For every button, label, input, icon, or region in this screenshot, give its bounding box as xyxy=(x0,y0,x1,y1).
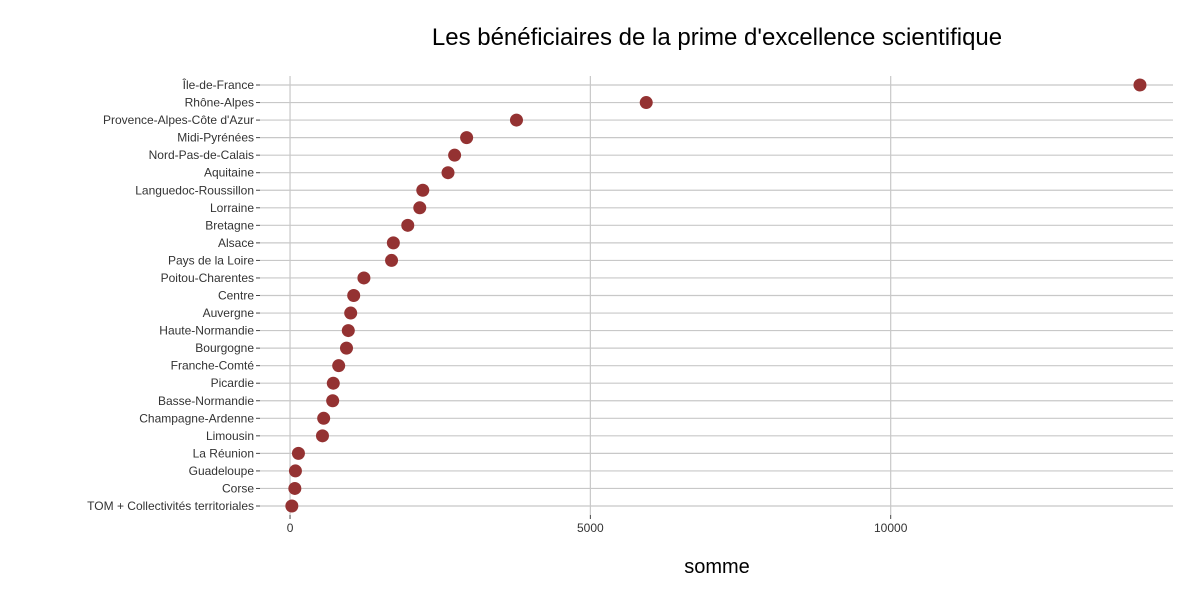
data-point xyxy=(285,499,299,513)
category-label: Guadeloupe xyxy=(189,464,255,478)
grid-layer xyxy=(260,76,1173,515)
category-label: TOM + Collectivités territoriales xyxy=(87,499,254,513)
data-point xyxy=(347,289,361,302)
category-label: Rhône-Alpes xyxy=(185,96,254,110)
data-point xyxy=(326,394,340,408)
data-points xyxy=(285,78,1147,513)
category-label: Île-de-France xyxy=(182,77,255,92)
category-label: Basse-Normandie xyxy=(158,394,254,408)
data-point xyxy=(288,481,302,495)
data-point xyxy=(441,166,455,180)
category-label: Midi-Pyrénées xyxy=(177,131,254,145)
category-label: Corse xyxy=(222,481,254,495)
category-label: Alsace xyxy=(218,236,254,250)
category-label: Languedoc-Roussillon xyxy=(135,183,254,197)
category-label: Poitou-Charentes xyxy=(161,271,254,285)
category-label: Lorraine xyxy=(210,201,254,215)
data-point xyxy=(386,236,400,250)
data-point xyxy=(385,253,399,267)
data-point xyxy=(341,324,355,338)
category-label: Limousin xyxy=(206,429,254,443)
data-point xyxy=(339,341,353,355)
data-point xyxy=(317,411,331,425)
category-label: La Réunion xyxy=(193,446,254,460)
data-point xyxy=(401,218,415,232)
category-label: Bourgogne xyxy=(195,341,254,355)
chart-title: Les bénéficiaires de la prime d'excellen… xyxy=(432,24,1002,51)
category-label: Bretagne xyxy=(205,218,254,232)
category-label: Picardie xyxy=(211,376,255,390)
category-label: Franche-Comté xyxy=(171,359,255,373)
data-point xyxy=(416,183,430,197)
data-point xyxy=(448,148,462,162)
x-axis: 0 5000 10000 xyxy=(287,515,908,535)
category-labels: Île-de-France Rhône-Alpes Provence-Alpes-C… xyxy=(87,77,260,513)
category-label: Haute-Normandie xyxy=(159,324,254,338)
data-point xyxy=(509,113,523,127)
category-label: Pays de la Loire xyxy=(168,253,254,267)
category-label: Centre xyxy=(218,289,254,303)
data-point xyxy=(460,131,474,145)
category-label: Provence-Alpes-Côte d'Azur xyxy=(103,113,254,127)
x-tick-label: 10000 xyxy=(874,521,908,535)
x-axis-title: somme xyxy=(684,556,750,578)
data-point xyxy=(326,376,340,390)
data-point xyxy=(413,201,427,215)
category-label: Auvergne xyxy=(203,306,255,320)
category-label: Champagne-Ardenne xyxy=(139,411,254,425)
data-point xyxy=(357,271,371,285)
x-tick-label: 0 xyxy=(287,521,294,535)
data-point xyxy=(1133,78,1147,92)
category-label: Nord-Pas-de-Calais xyxy=(149,148,254,162)
data-point xyxy=(315,429,329,443)
data-point xyxy=(332,359,346,373)
x-tick-label: 5000 xyxy=(577,521,604,535)
category-label: Aquitaine xyxy=(204,166,254,180)
data-point xyxy=(288,464,302,478)
data-point xyxy=(291,446,305,460)
data-point xyxy=(344,306,358,320)
data-point xyxy=(639,96,653,110)
